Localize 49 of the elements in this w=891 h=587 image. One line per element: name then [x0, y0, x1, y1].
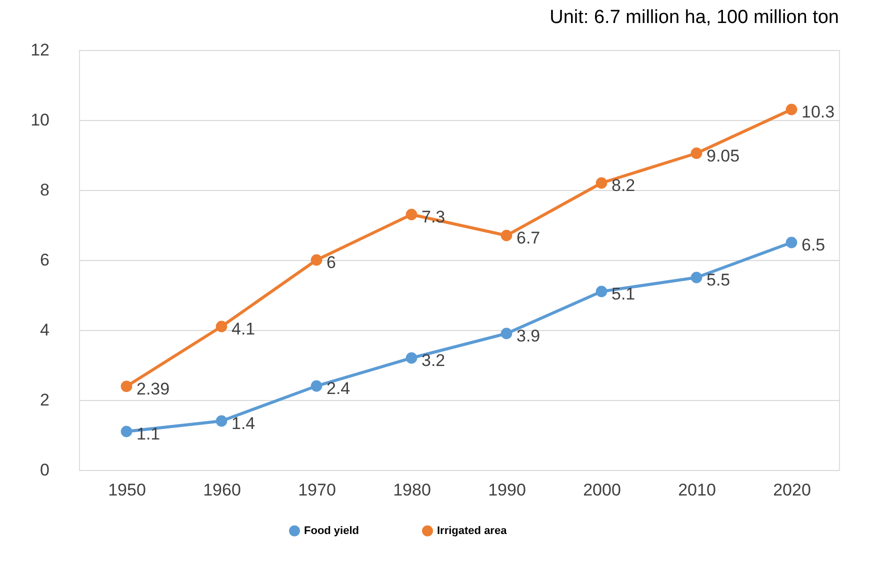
data-label: 2.39: [136, 379, 170, 398]
point: [216, 415, 228, 427]
data-label: 5.1: [612, 284, 636, 304]
data-label: 1.1: [136, 424, 160, 444]
data-label: 1.4: [232, 414, 256, 433]
x-tick-label: 1980: [393, 480, 431, 500]
legend-label: Irrigated area: [437, 524, 508, 537]
chart-title: Unit: 6.7 million ha, 100 million ton: [550, 7, 839, 28]
point: [310, 254, 322, 266]
legend-label: Food yield: [304, 524, 359, 537]
data-label: 5.5: [706, 270, 730, 290]
data-label: 3.9: [516, 326, 540, 346]
y-tick-label: 6: [40, 250, 50, 270]
data-label: 10.3: [802, 102, 835, 122]
y-tick-label: 10: [30, 110, 50, 130]
x-tick-label: 1950: [108, 480, 146, 500]
data-label: 6.7: [516, 228, 540, 248]
point: [406, 352, 418, 364]
point: [216, 320, 228, 332]
point: [690, 148, 702, 159]
y-tick-label: 0: [40, 460, 50, 480]
y-tick-label: 12: [30, 40, 50, 60]
point: [596, 286, 608, 298]
point: [500, 328, 512, 340]
y-tick-label: 4: [40, 320, 50, 340]
point: [786, 236, 798, 248]
point: [690, 272, 702, 284]
data-label: 6: [326, 253, 336, 272]
x-tick-label: 2020: [773, 480, 811, 500]
point: [596, 177, 608, 189]
y-tick-label: 2: [40, 390, 50, 410]
y-tick-label: 8: [40, 180, 50, 200]
point: [500, 230, 512, 242]
point: [120, 380, 132, 392]
x-tick-label: 1990: [488, 480, 526, 500]
data-label: 3.2: [422, 351, 446, 370]
x-tick-label: 1960: [203, 480, 241, 500]
point: [406, 208, 418, 220]
x-tick-label: 1970: [298, 480, 336, 500]
x-tick-label: 2010: [678, 480, 716, 500]
data-label: 8.2: [612, 176, 636, 195]
point: [120, 426, 132, 438]
point: [310, 380, 322, 392]
data-label: 2.4: [326, 379, 350, 398]
data-label: 9.05: [706, 146, 740, 166]
x-tick-label: 2000: [583, 480, 621, 500]
data-label: 4.1: [232, 320, 256, 338]
data-label: 6.5: [802, 236, 826, 254]
point: [786, 104, 798, 116]
